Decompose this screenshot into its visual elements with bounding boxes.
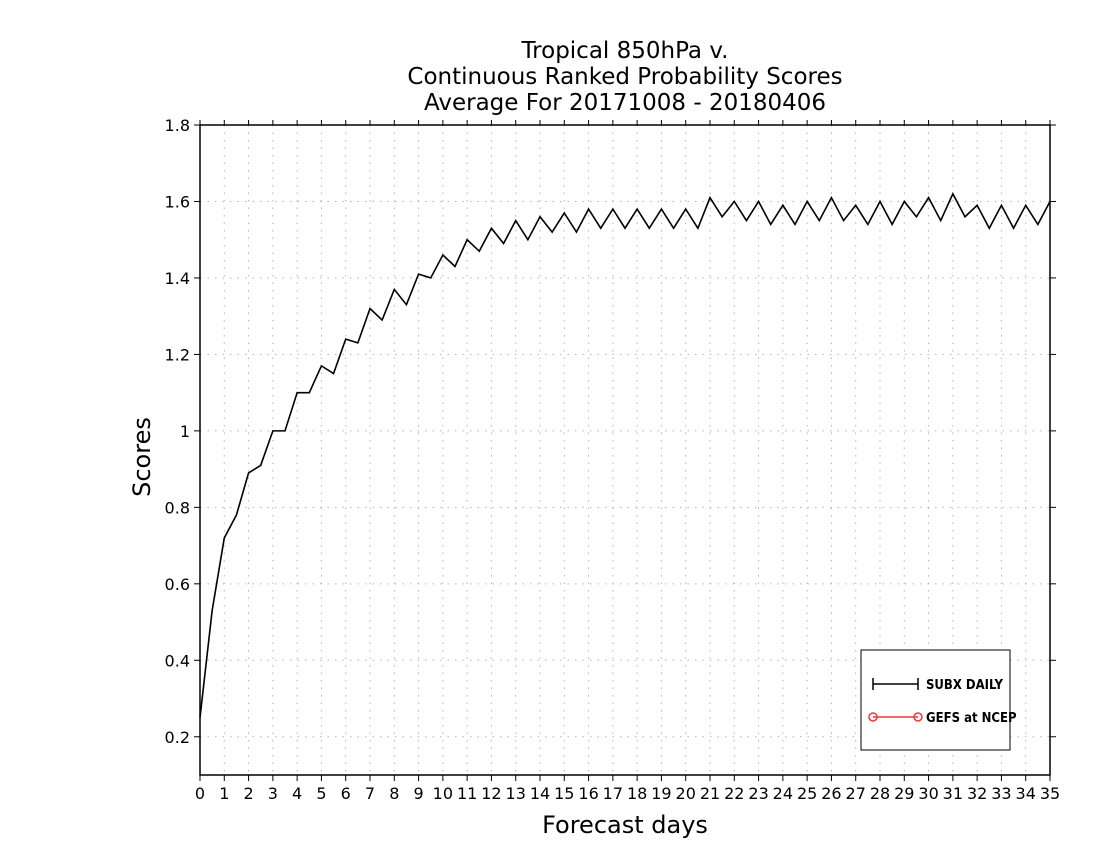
x-tick-label: 6 — [341, 784, 351, 803]
x-tick-label: 25 — [797, 784, 817, 803]
chart-title: Tropical 850hPa v. Continuous Ranked Pro… — [407, 38, 842, 116]
legend-marker-gefs-left — [868, 712, 878, 722]
y-tick-label: 1.4 — [165, 269, 190, 288]
legend-box — [860, 649, 1011, 751]
x-tick-label: 18 — [627, 784, 647, 803]
x-tick-label: 15 — [554, 784, 574, 803]
x-tick-label: 24 — [773, 784, 793, 803]
series-lines — [199, 192, 1051, 718]
axis-ticks: 0 1 2 3 4 5 6 7 8 9 10 11 12 13 14 15 16 17 18 19 20 21 22 23 24… — [165, 116, 1061, 803]
x-tick-label: 29 — [894, 784, 914, 803]
legend: SUBX DAILY GEFS at NCEP — [860, 649, 1017, 751]
x-tick-label: 23 — [748, 784, 768, 803]
x-tick-label: 12 — [481, 784, 501, 803]
x-tick-label: 7 — [365, 784, 375, 803]
x-tick-label: 5 — [316, 784, 326, 803]
x-tick-label: 0 — [195, 784, 205, 803]
x-tick-label: 30 — [918, 784, 938, 803]
x-tick-label: 11 — [457, 784, 477, 803]
x-tick-label: 1 — [219, 784, 229, 803]
chart-title-line-1: Tropical 850hPa v. — [521, 38, 729, 64]
x-tick-label: 14 — [530, 784, 550, 803]
x-tick-label: 31 — [943, 784, 963, 803]
x-tick-label: 22 — [724, 784, 744, 803]
x-tick-label: 17 — [603, 784, 623, 803]
x-tick-label: 27 — [846, 784, 866, 803]
y-tick-label: 1.2 — [165, 345, 190, 364]
y-tick-label: 0.8 — [165, 498, 190, 517]
x-tick-label: 3 — [268, 784, 278, 803]
x-tick-label: 2 — [243, 784, 253, 803]
y-axis-title: Scores — [128, 417, 156, 497]
x-tick-label: 26 — [821, 784, 841, 803]
x-tick-label: 33 — [991, 784, 1011, 803]
y-tick-label: 0.6 — [165, 575, 190, 594]
x-tick-label: 13 — [506, 784, 526, 803]
y-tick-label: 0.4 — [165, 651, 190, 670]
x-tick-label: 9 — [413, 784, 423, 803]
x-tick-label: 20 — [676, 784, 696, 803]
x-tick-label: 35 — [1040, 784, 1060, 803]
chart-title-line-3: Average For 20171008 - 20180406 — [424, 90, 826, 116]
legend-label-gefs: GEFS at NCEP — [926, 711, 1017, 726]
chart-title-line-2: Continuous Ranked Probability Scores — [407, 64, 842, 90]
x-tick-label: 4 — [292, 784, 302, 803]
x-tick-label: 21 — [700, 784, 720, 803]
y-tick-label: 1.6 — [165, 192, 190, 211]
x-tick-label: 32 — [967, 784, 987, 803]
x-tick-label: 28 — [870, 784, 890, 803]
y-tick-label: 0.2 — [165, 728, 190, 747]
x-axis-title: Forecast days — [542, 811, 708, 839]
x-tick-label: 8 — [389, 784, 399, 803]
plot-frame — [199, 124, 1051, 776]
x-tick-label: 10 — [433, 784, 453, 803]
y-tick-label: 1.8 — [165, 116, 190, 135]
y-tick-label: 1 — [180, 422, 190, 441]
legend-marker-gefs-right — [913, 712, 923, 722]
x-tick-label: 34 — [1016, 784, 1036, 803]
x-tick-label: 16 — [578, 784, 598, 803]
x-tick-label: 19 — [651, 784, 671, 803]
series-line-0 — [199, 192, 1051, 718]
legend-label-subx: SUBX DAILY — [926, 678, 1003, 693]
